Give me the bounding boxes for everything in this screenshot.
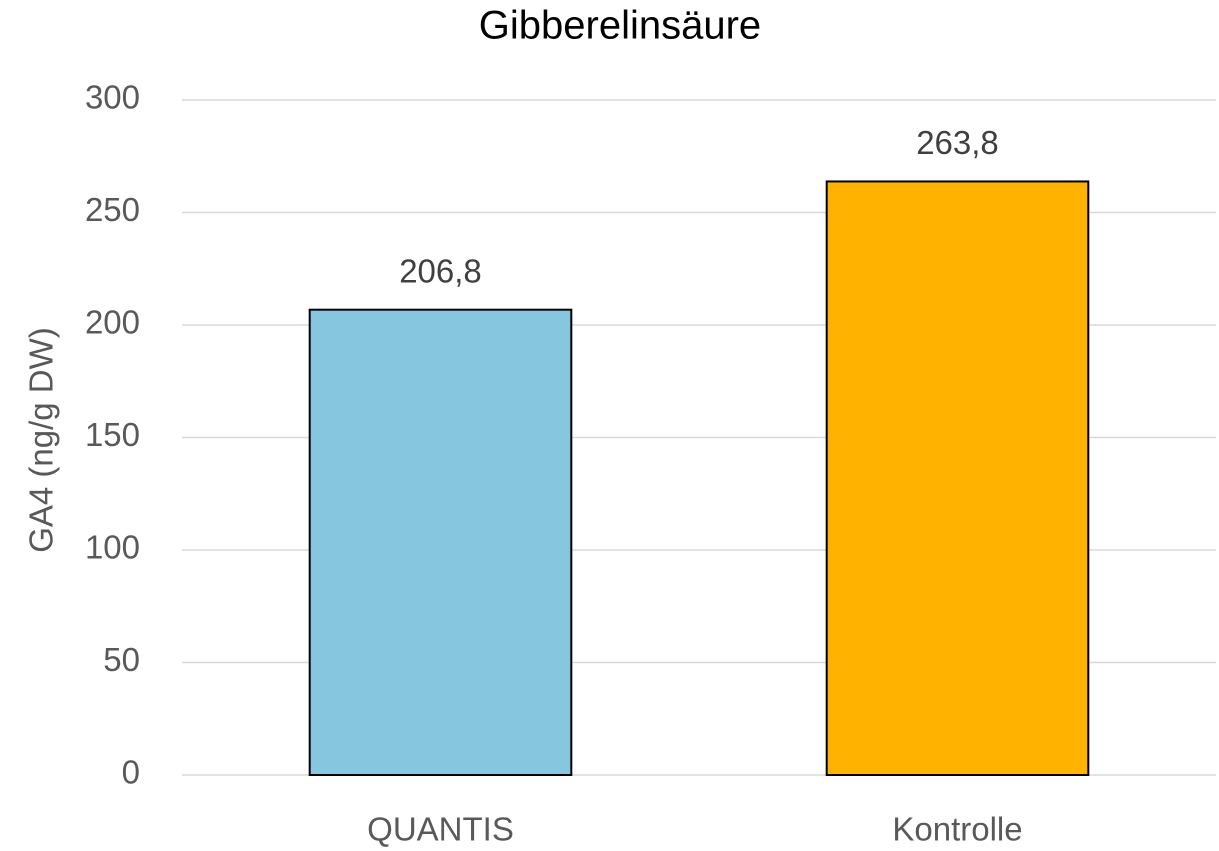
y-tick-label: 50: [103, 641, 140, 678]
y-tick-label: 250: [85, 191, 140, 228]
chart-title: Gibberelinsäure: [479, 4, 761, 48]
y-tick-label: 300: [85, 79, 140, 116]
data-label: 206,8: [399, 252, 482, 289]
y-tick-label: 150: [85, 416, 140, 453]
y-tick-label: 100: [85, 529, 140, 566]
y-axis-label: GA4 (ng/g DW): [23, 327, 60, 553]
x-tick-label: Kontrolle: [892, 811, 1022, 848]
bar: [825, 180, 1090, 776]
x-tick-label: QUANTIS: [367, 811, 514, 848]
y-tick-label: 0: [122, 754, 140, 791]
bar: [308, 308, 573, 776]
data-label: 263,8: [916, 124, 999, 161]
y-tick-label: 200: [85, 304, 140, 341]
